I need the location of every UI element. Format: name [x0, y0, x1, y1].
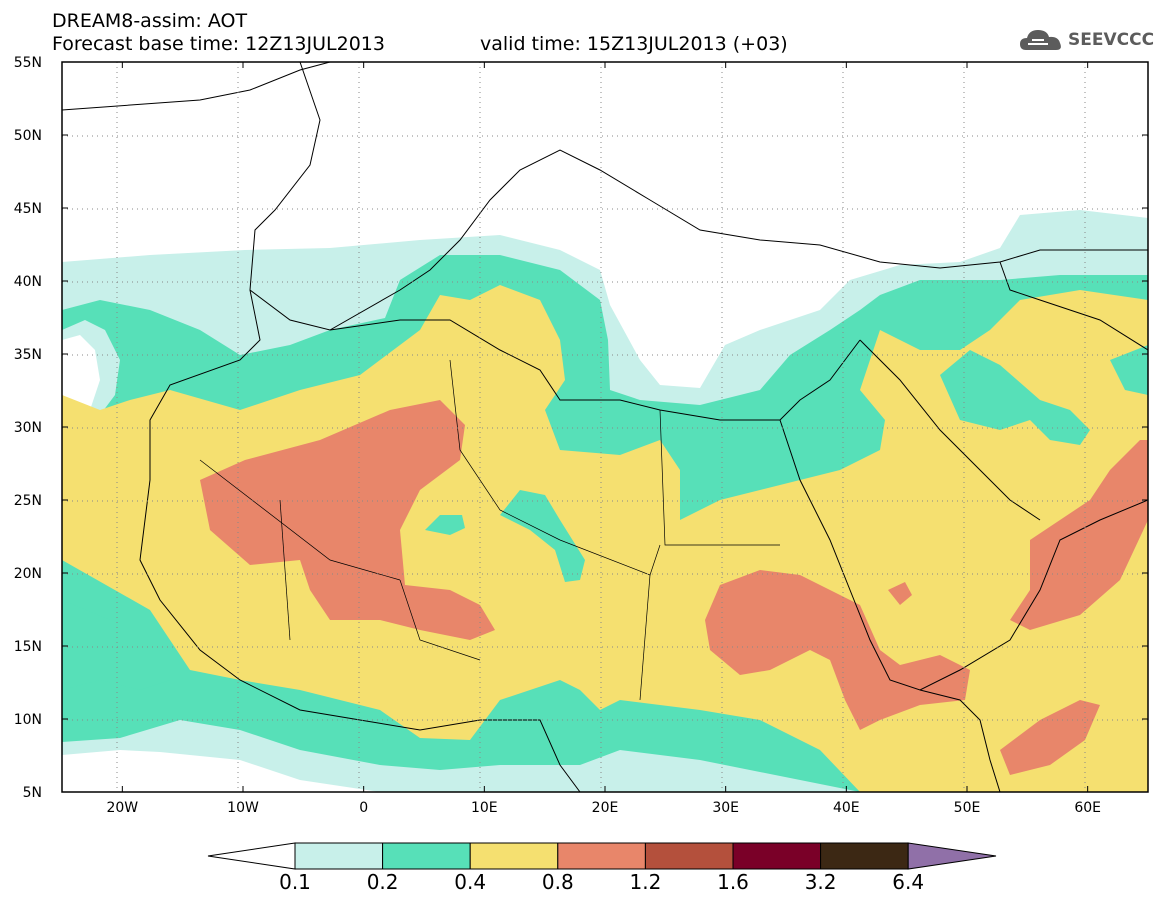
lat-label: 10N: [14, 712, 42, 728]
aot-contours: [62, 210, 1148, 792]
chart-title: DREAM8-assim: AOT: [52, 10, 248, 32]
colorbar-segment: [644, 842, 734, 870]
grid-lines: [62, 62, 1148, 792]
lat-label: 35N: [14, 347, 42, 363]
lon-label: 20W: [106, 800, 138, 816]
aot-band-0.2-gulf: [1110, 345, 1148, 395]
lon-label: 10E: [471, 800, 498, 816]
forecast-base-time: Forecast base time: 12Z13JUL2013: [52, 33, 385, 55]
aot-band-white-atlantic: [62, 335, 100, 415]
colorbar-max-extension: [907, 842, 997, 870]
lon-label: 30E: [712, 800, 739, 816]
lon-label: 40E: [833, 800, 860, 816]
longitude-labels: 20W 10W 0 10E 20E 30E 40E 50E 60E: [106, 800, 1101, 816]
lon-label: 0: [359, 800, 368, 816]
lat-label: 5N: [23, 785, 42, 801]
colorbar-label: 0.4: [454, 870, 487, 894]
lat-label: 45N: [14, 201, 42, 217]
lat-label: 15N: [14, 639, 42, 655]
aot-band-0.8-red-sea-small: [888, 582, 912, 605]
lon-label: 10W: [227, 800, 259, 816]
aot-band-0.8-sudan: [705, 570, 970, 730]
colorbar-segment: [557, 842, 646, 870]
cloud-icon: [1020, 30, 1061, 50]
aot-band-0.8-arabia: [1010, 440, 1148, 630]
latitude-labels: 55N 50N 45N 40N 35N 30N 25N 20N 15N 10N 5N: [14, 55, 42, 801]
lat-label: 20N: [14, 566, 42, 582]
valid-time: valid time: 15Z13JUL2013 (+03): [480, 33, 788, 55]
colorbar-label: 0.2: [366, 870, 399, 894]
colorbar-label: 0.1: [279, 870, 311, 894]
aot-band-0.2-westafrica: [62, 600, 170, 690]
colorbar-segment: [732, 842, 822, 870]
aot-band-0.8-arabiansea: [1000, 700, 1100, 775]
colorbar-segment: [294, 842, 384, 870]
coastlines: [62, 62, 1148, 792]
lon-label: 20E: [592, 800, 619, 816]
colorbar-segment: [382, 842, 471, 870]
seevccc-logo: SEEVCCC: [1018, 24, 1158, 58]
aot-band-0.2-small: [425, 515, 465, 535]
colorbar-min-extension: [207, 842, 296, 870]
aot-band-0.2-sahara: [500, 490, 585, 582]
lat-label: 25N: [14, 493, 42, 509]
country-borders: [199, 359, 780, 701]
colorbar-label: 1.2: [629, 870, 662, 894]
axis-ticks: [62, 61, 1148, 793]
colorbar-label: 1.6: [717, 870, 749, 894]
colorbar-segment: [469, 842, 559, 870]
lon-label: 60E: [1074, 800, 1101, 816]
logo-text: SEEVCCC: [1068, 30, 1155, 50]
lat-label: 30N: [14, 420, 42, 436]
colorbar-label: 0.8: [541, 870, 574, 894]
aot-band-0.8-sahara: [200, 400, 495, 640]
lat-label: 50N: [14, 128, 42, 144]
lat-label: 40N: [14, 274, 42, 290]
lon-label: 50E: [954, 800, 981, 816]
colorbar-label: 6.4: [892, 870, 925, 894]
aot-band-0.2-persia: [940, 350, 1090, 445]
colorbar-label: 3.2: [804, 870, 837, 894]
colorbar: [207, 842, 997, 870]
lat-label: 55N: [14, 55, 42, 71]
colorbar-segment: [820, 842, 909, 870]
